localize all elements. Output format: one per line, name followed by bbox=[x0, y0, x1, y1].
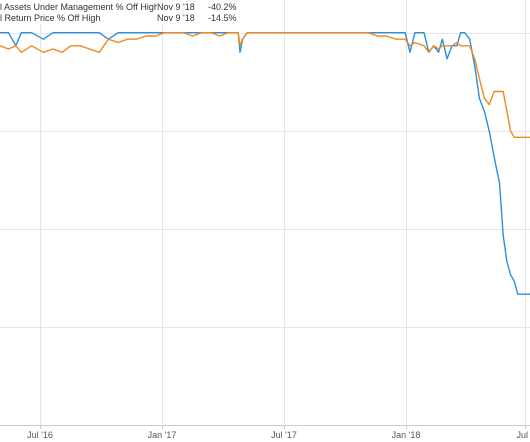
series-line-price bbox=[0, 32, 530, 139]
legend-series-name: l Return Price % Off High bbox=[0, 13, 101, 23]
legend: l Assets Under Management % Off High Nov… bbox=[0, 2, 248, 24]
x-tick-label: Jul '17 bbox=[271, 430, 297, 440]
legend-row-price: l Return Price % Off High Nov 9 '18 -14.… bbox=[0, 13, 248, 24]
legend-value: -14.5% bbox=[208, 13, 237, 23]
legend-date: Nov 9 '18 bbox=[157, 2, 195, 12]
x-tick-label: Jul '16 bbox=[27, 430, 53, 440]
legend-date: Nov 9 '18 bbox=[157, 13, 195, 23]
legend-value: -40.2% bbox=[208, 2, 237, 12]
legend-series-name: l Assets Under Management % Off High bbox=[0, 2, 157, 12]
legend-row-aum: l Assets Under Management % Off High Nov… bbox=[0, 2, 248, 13]
x-tick-label: Jan '18 bbox=[392, 430, 421, 440]
series-line-aum bbox=[0, 32, 530, 295]
x-axis: Jul '16 Jan '17 Jul '17 Jan '18 Jul bbox=[27, 425, 528, 440]
x-tick-label: Jan '17 bbox=[148, 430, 177, 440]
x-tick-label: Jul bbox=[516, 430, 528, 440]
grid-lines bbox=[0, 0, 530, 426]
series-lines bbox=[0, 32, 530, 295]
